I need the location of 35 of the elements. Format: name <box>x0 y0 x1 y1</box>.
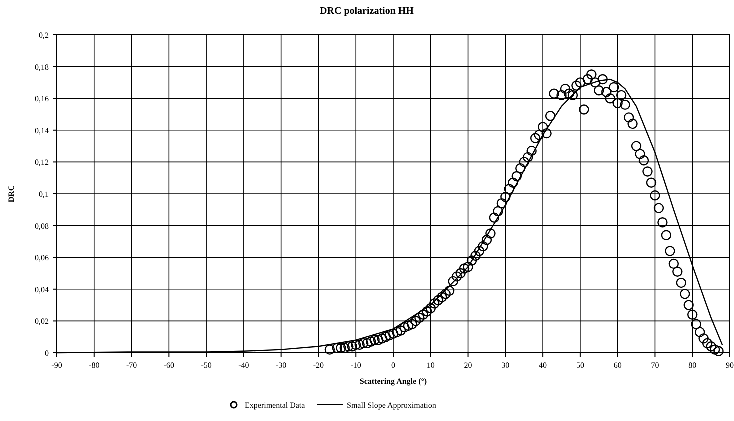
chart-title: DRC polarization HH <box>320 6 414 17</box>
x-tick-label: 50 <box>576 361 584 370</box>
x-tick-label: -30 <box>276 361 287 370</box>
x-tick-label: 10 <box>426 361 435 370</box>
y-tick-label: 0,04 <box>35 285 49 294</box>
y-tick-label: 0,06 <box>35 254 49 263</box>
x-tick-label: -10 <box>350 361 362 370</box>
x-tick-label: -40 <box>238 361 250 370</box>
x-tick-label: 60 <box>614 361 622 370</box>
y-tick-label: 0,14 <box>35 126 49 136</box>
x-tick-label: 30 <box>502 361 510 370</box>
y-tick-label: 0,08 <box>35 222 49 231</box>
x-tick-label: -80 <box>89 361 100 370</box>
x-tick-label: 20 <box>464 361 472 370</box>
y-tick-label: 0,18 <box>35 62 49 72</box>
y-tick-label: 0,2 <box>39 31 49 40</box>
x-tick-label: -20 <box>313 361 324 370</box>
x-tick-label: 90 <box>726 361 734 370</box>
y-tick-label: 0,02 <box>35 317 49 326</box>
x-tick-label: -50 <box>201 361 212 370</box>
x-tick-label: -90 <box>52 361 62 370</box>
y-tick-label: 0,12 <box>35 158 49 168</box>
x-tick-label: 80 <box>688 361 697 370</box>
y-tick-label: 0,1 <box>39 190 49 199</box>
x-tick-label: -60 <box>164 361 175 370</box>
x-tick-label: 40 <box>539 361 548 370</box>
y-tick-label: 0 <box>45 349 49 358</box>
x-tick-label: 0 <box>392 361 396 370</box>
x-tick-label: -70 <box>126 361 138 370</box>
y-axis-title: DRC <box>7 185 16 203</box>
x-axis-title: Scattering Angle (°) <box>360 377 428 386</box>
legend-label: Experimental Data <box>245 401 306 410</box>
y-tick-label: 0,16 <box>35 94 49 104</box>
x-tick-label: 70 <box>651 361 660 370</box>
legend-label: Small Slope Approximation <box>347 401 436 410</box>
